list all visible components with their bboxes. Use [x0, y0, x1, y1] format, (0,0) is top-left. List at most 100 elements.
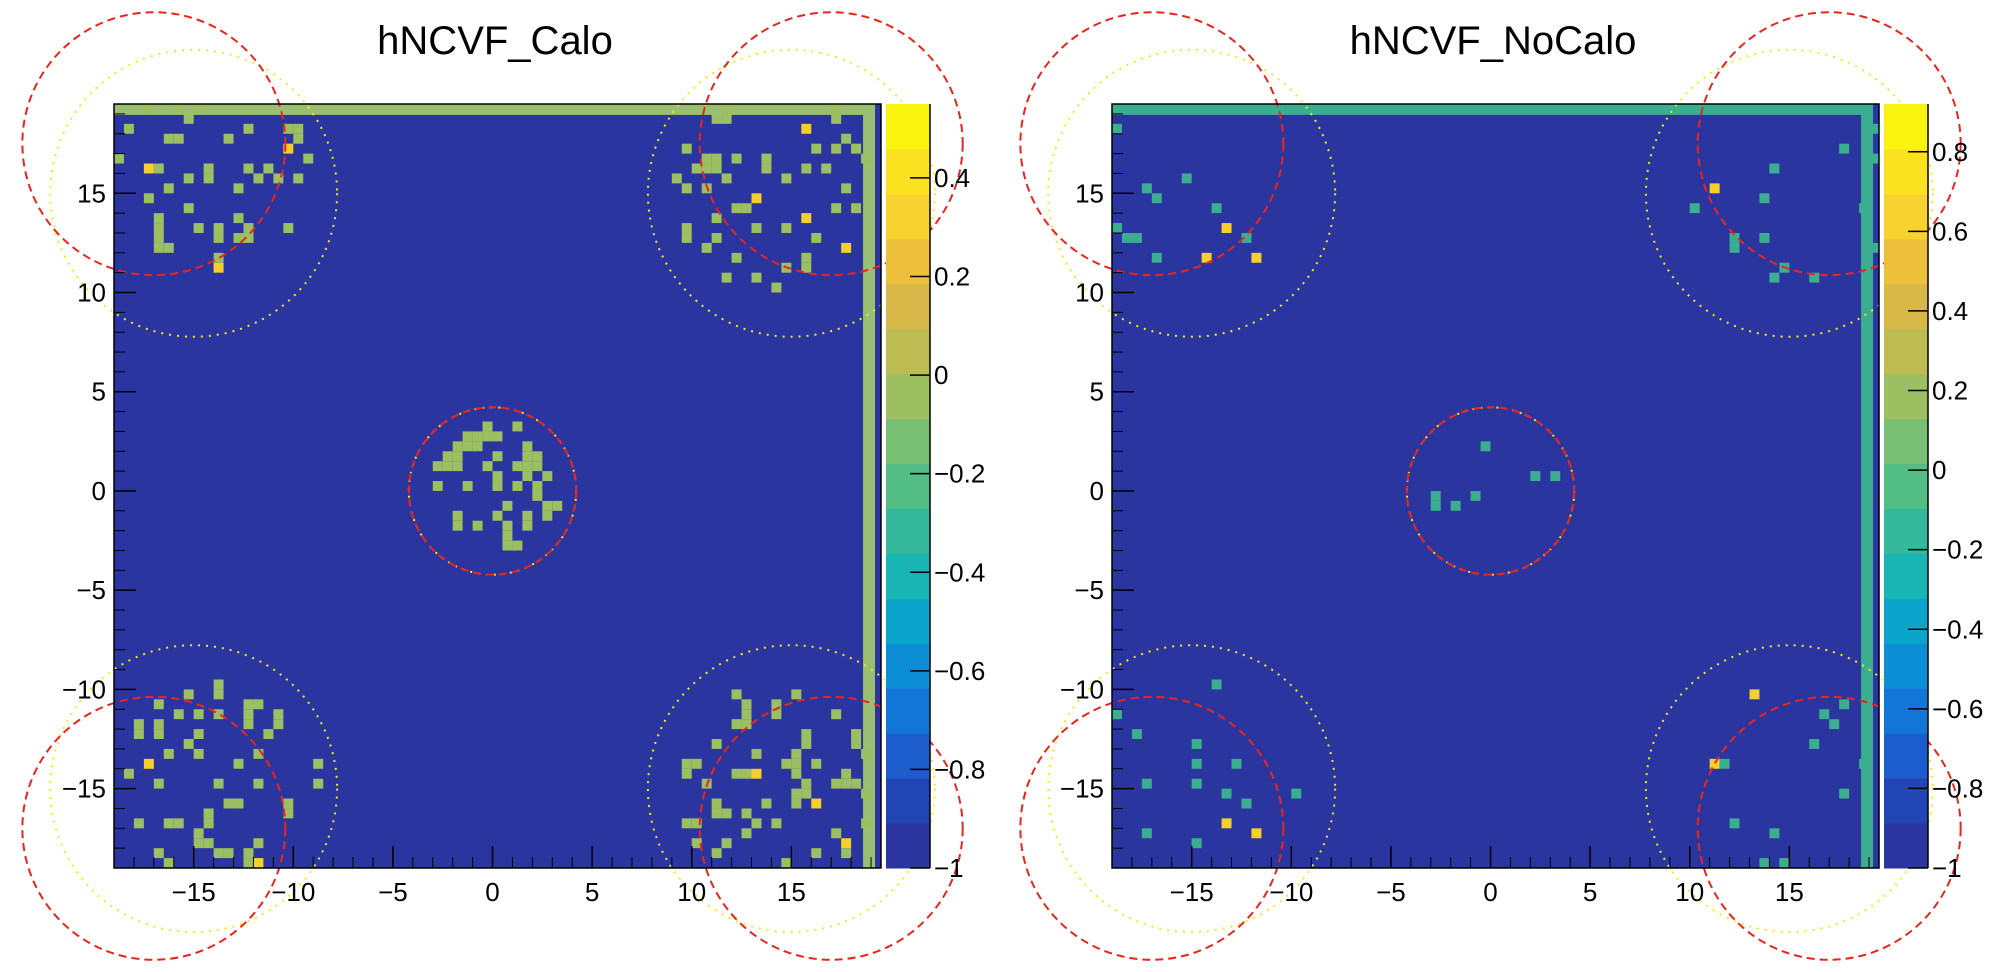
colorbar: 0.4 0.2 0 −0.2 −0.4 −0.6 −0.8 −1	[886, 104, 985, 883]
heatmap-bin	[761, 798, 772, 809]
heatmap-bin	[253, 173, 264, 184]
heatmap-bin	[691, 818, 702, 829]
heatmap-bin	[213, 232, 224, 243]
heatmap-bin	[153, 163, 164, 174]
heatmap-bin	[841, 838, 852, 849]
heatmap-bin	[1839, 788, 1850, 799]
heatmap-bin	[472, 431, 483, 442]
x-tick-label: 5	[1583, 877, 1597, 907]
heatmap-bin	[512, 540, 523, 551]
heatmap-bin	[1750, 94, 1760, 104]
heatmap-bin	[173, 104, 184, 114]
heatmap-bin	[711, 739, 722, 749]
heatmap-bin	[821, 163, 832, 174]
colorbar-segment	[1884, 328, 1928, 375]
heatmap-bin	[193, 748, 204, 759]
heatmap-bin	[303, 153, 314, 164]
y-tick-label: 10	[77, 278, 106, 308]
heatmap-bin	[1859, 203, 1870, 214]
heatmap-bin	[452, 441, 463, 452]
heatmap-bin	[273, 719, 284, 730]
heatmap-calo-svg: hNCVF_Calo −15 −10 −5 0 5 10 15151050−5−10−150…	[21, 11, 985, 961]
heatmap-bin	[163, 748, 174, 759]
heatmap-bin	[213, 252, 224, 263]
heatmap-bin	[542, 500, 553, 511]
heatmap-bin	[1141, 183, 1152, 194]
heatmap-bin	[1729, 818, 1740, 829]
heatmap-bin	[313, 778, 324, 789]
heatmap-bin	[452, 461, 463, 472]
dotted-circle	[1644, 48, 1934, 338]
heatmap-bin	[452, 510, 463, 521]
heatmap-bin	[1839, 143, 1850, 154]
heatmap-bin	[482, 431, 493, 442]
heatmap-bin	[542, 471, 553, 482]
heatmap-bin	[522, 510, 533, 521]
heatmap-bin	[721, 272, 732, 283]
heatmap-bin	[133, 818, 144, 829]
heatmap-bin	[721, 173, 732, 184]
heatmap-bin	[731, 768, 742, 779]
x-tick-label: 10	[677, 877, 706, 907]
heatmap-bin	[831, 828, 842, 839]
heatmap-bin	[831, 104, 842, 114]
heatmap-bin	[841, 133, 852, 144]
heatmap-nocalo-svg: hNCVF_NoCalo −15 −10 −5 0 5 10 15151050−5−10−1…	[1019, 11, 1983, 961]
heatmap-bin	[751, 272, 762, 283]
heatmap-bin	[253, 84, 263, 94]
heatmap-bin	[173, 709, 184, 720]
dotted-circle	[49, 48, 339, 338]
colorbar-segment	[886, 148, 930, 195]
colorbar-segment	[886, 328, 930, 375]
heatmap-bin	[1749, 689, 1760, 700]
heatmap-bin	[681, 758, 692, 769]
dashed-circle	[1019, 11, 1285, 277]
dotted-circle	[646, 48, 936, 338]
heatmap-bin	[681, 223, 692, 233]
colorbar-segment	[1884, 733, 1928, 779]
heatmap-bin	[841, 778, 852, 789]
heatmap-bin	[203, 173, 214, 184]
heatmap-bin	[741, 709, 752, 720]
y-tick-label: −5	[1074, 575, 1104, 605]
colorbar-segment	[886, 598, 930, 644]
heatmap-bin	[1550, 471, 1561, 482]
heatmap-bin	[681, 143, 692, 154]
colorbar-tick-label: −0.2	[1932, 535, 1983, 565]
colorbar-tick-label: −0.2	[934, 459, 985, 489]
heatmap-bin	[213, 679, 224, 690]
heatmap-bin	[1201, 252, 1212, 263]
heatmap-bin	[1759, 193, 1770, 204]
heatmap-bin	[1141, 778, 1152, 789]
heatmap-bin	[861, 818, 872, 829]
colorbar-segment	[886, 553, 930, 599]
heatmap-bin	[751, 818, 762, 829]
heatmap-bin	[801, 213, 812, 224]
heatmap-bin	[462, 431, 473, 442]
heatmap-bin	[1131, 232, 1142, 243]
heatmap-bin	[681, 818, 692, 829]
heatmap-bin	[293, 173, 304, 184]
colorbar-segment	[1884, 283, 1928, 330]
heatmap-bin	[801, 729, 812, 740]
heatmap-bin	[831, 709, 842, 720]
heatmap-bin	[741, 719, 752, 730]
heatmap-bin	[681, 183, 692, 194]
heatmap-bin	[233, 758, 244, 769]
dashed-circle	[698, 695, 964, 961]
heatmap-bin	[1221, 223, 1232, 233]
heatmap-bin	[1759, 232, 1770, 243]
heatmap-bin	[1430, 500, 1441, 511]
chart-panel-nocalo: hNCVF_NoCalo −15 −10 −5 0 5 10 15 15 10 5 0 −5 −10 −1…	[998, 0, 1996, 972]
heatmap-bin	[691, 758, 702, 769]
heatmap-bin	[1709, 183, 1720, 194]
heatmap-bin	[482, 461, 493, 472]
heatmap-bin	[233, 798, 244, 809]
plot-frame	[113, 103, 882, 869]
heatmap-bin	[1112, 123, 1122, 134]
heatmap-bin	[293, 123, 304, 134]
heatmap-bin	[223, 848, 234, 859]
heatmap-bin	[1729, 242, 1740, 253]
heatmap-bin	[791, 748, 802, 759]
heatmap-bin	[841, 848, 852, 859]
